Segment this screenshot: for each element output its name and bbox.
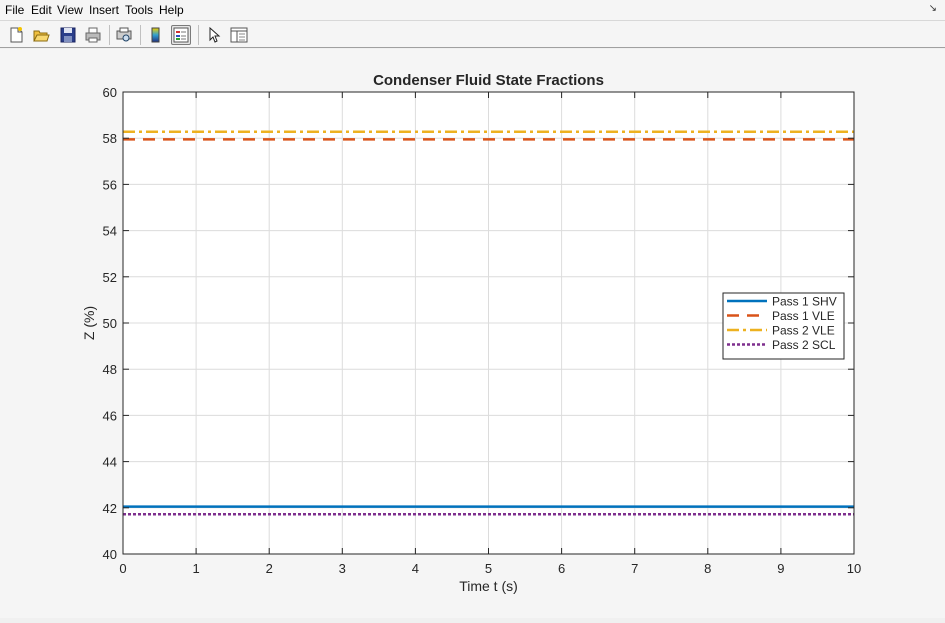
y-tick-label: 54: [103, 224, 117, 239]
y-axis-label: Z (%): [81, 306, 97, 340]
x-tick-label: 5: [485, 561, 492, 576]
y-tick-label: 50: [103, 316, 117, 331]
property-inspector-icon[interactable]: [229, 25, 249, 45]
menu-file[interactable]: File: [5, 3, 25, 17]
new-figure-icon[interactable]: [6, 25, 26, 45]
y-tick-label: 60: [103, 85, 117, 100]
legend-entry: Pass 1 VLE: [772, 309, 835, 323]
x-axis-label: Time t (s): [459, 578, 518, 594]
insert-legend-icon[interactable]: [171, 25, 191, 45]
x-tick-label: 2: [266, 561, 273, 576]
x-tick-label: 10: [847, 561, 861, 576]
x-tick-label: 1: [192, 561, 199, 576]
menu-insert[interactable]: Insert: [89, 3, 120, 17]
x-tick-label: 7: [631, 561, 638, 576]
y-tick-label: 52: [103, 270, 117, 285]
print-preview-icon[interactable]: [114, 25, 134, 45]
open-file-icon[interactable]: [31, 25, 51, 45]
grid-lines: [123, 92, 854, 554]
save-icon[interactable]: [58, 25, 78, 45]
y-tick-label: 40: [103, 547, 117, 562]
y-tick-label: 48: [103, 362, 117, 377]
legend-entry: Pass 2 SCL: [772, 338, 836, 352]
menu-help[interactable]: Help: [159, 3, 184, 17]
y-tick-label: 42: [103, 501, 117, 516]
toolbar-separator: [198, 25, 199, 45]
chart-title: Condenser Fluid State Fractions: [373, 72, 604, 89]
toolbar-separator: [140, 25, 141, 45]
y-tick-label: 44: [103, 455, 117, 470]
menu-bar: File Edit View Insert Tools Help ↘: [0, 0, 945, 20]
x-tick-label: 6: [558, 561, 565, 576]
dock-arrow-icon[interactable]: ↘: [928, 3, 937, 14]
toolbar-separator: [109, 25, 110, 45]
x-tick-label: 3: [339, 561, 346, 576]
edit-plot-arrow-icon[interactable]: [204, 25, 224, 45]
x-tick-label: 4: [412, 561, 419, 576]
insert-colorbar-icon[interactable]: [146, 25, 166, 45]
menu-view[interactable]: View: [57, 3, 83, 17]
figure-area: 0 1 2 3 4 5 6 7 8 9 10 40 42 44 46 48 50 52 54 56 58 60 Conde…: [0, 49, 945, 618]
x-tick-label: 9: [777, 561, 784, 576]
y-tick-label: 56: [103, 177, 117, 192]
figure-toolbar: [0, 20, 945, 48]
legend-box: [722, 292, 845, 360]
x-tick-label: 0: [119, 561, 126, 576]
menu-tools[interactable]: Tools: [125, 3, 154, 17]
legend-entry: Pass 2 VLE: [772, 324, 835, 338]
series-lines: [123, 130, 854, 516]
y-tick-label: 46: [103, 408, 117, 423]
menu-edit[interactable]: Edit: [31, 3, 52, 17]
x-tick-label: 8: [704, 561, 711, 576]
y-tick-label: 58: [103, 131, 117, 146]
legend-entry: Pass 1 SHV: [772, 295, 837, 309]
print-icon[interactable]: [83, 25, 103, 45]
